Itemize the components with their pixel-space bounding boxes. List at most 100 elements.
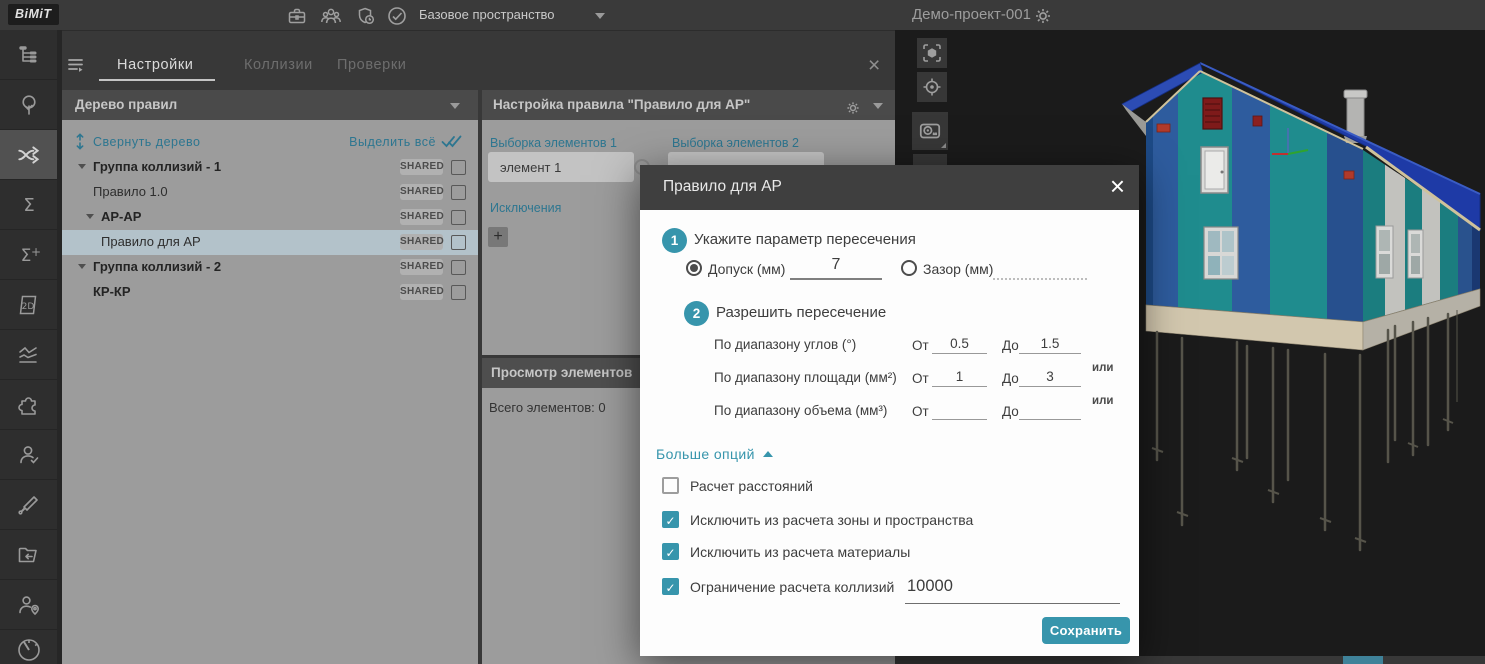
range-area-label: По диапазону площади (мм²) <box>714 370 897 385</box>
tree-row-selected[interactable]: Правило для АР SHARED <box>62 230 478 255</box>
left-toolbar: Σ Σ + 2D <box>0 30 57 664</box>
gear-icon <box>1036 8 1050 23</box>
dialog-title: Правило для АР <box>663 178 782 195</box>
caret-down-icon[interactable] <box>86 214 94 219</box>
team-button[interactable] <box>318 3 344 28</box>
shared-badge: SHARED <box>400 159 444 175</box>
tab-settings[interactable]: Настройки <box>117 57 194 73</box>
workspace-selector[interactable]: Базовое пространство <box>419 7 555 22</box>
limit-checkbox[interactable]: ✓ <box>662 578 679 595</box>
row-checkbox[interactable] <box>451 160 466 175</box>
tree-panel-header[interactable]: Дерево правил <box>62 90 478 120</box>
row-checkbox[interactable] <box>451 260 466 275</box>
sidebar-item-sum-add[interactable]: Σ + <box>0 230 57 279</box>
top-bar: BiMiT Базовое пространство <box>0 0 1485 31</box>
sidebar-item-collisions[interactable] <box>0 130 57 179</box>
focus-target-button[interactable] <box>917 72 947 102</box>
sidebar-item-model-tree[interactable] <box>0 30 57 79</box>
chart-lines-icon <box>18 346 37 363</box>
sidebar-item-user-location[interactable] <box>0 580 57 629</box>
dialog-header[interactable]: Правило для АР × <box>640 165 1139 210</box>
sidebar-item-plugins[interactable] <box>0 380 57 429</box>
active-tab-underline <box>99 79 215 81</box>
viewport-scrollbar[interactable] <box>895 656 1485 664</box>
selection1-input[interactable] <box>488 152 634 182</box>
row-checkbox[interactable] <box>451 285 466 300</box>
project-settings-button[interactable] <box>1030 3 1056 28</box>
next-tool-button[interactable] <box>913 154 947 165</box>
save-button[interactable]: Сохранить <box>1042 617 1130 644</box>
caret-down-icon[interactable] <box>78 264 86 269</box>
dialog-close-icon[interactable]: × <box>1109 171 1125 201</box>
limit-input[interactable] <box>905 571 1120 604</box>
sidebar-item-export[interactable] <box>0 530 57 579</box>
tab-checks[interactable]: Проверки <box>337 57 407 73</box>
volume-to-input[interactable] <box>1019 399 1081 420</box>
security-button[interactable] <box>353 3 379 28</box>
rule-settings-gear-icon[interactable] <box>845 97 861 127</box>
measure-button[interactable] <box>912 112 948 150</box>
rule-panel-header[interactable]: Настройка правила "Правило для АР" <box>482 90 895 120</box>
collapse-tree-link[interactable]: Свернуть дерево <box>93 135 201 149</box>
sidebar-item-tools[interactable] <box>0 480 57 529</box>
projects-button[interactable] <box>284 3 310 28</box>
sidebar-item-charts[interactable] <box>0 330 57 379</box>
distances-checkbox[interactable] <box>662 477 679 494</box>
or-label: или <box>1092 362 1114 374</box>
tape-measure-icon <box>919 123 941 139</box>
more-options-label: Больше опций <box>656 446 755 462</box>
tree-panel-body: Свернуть дерево Выделить всё Группа колл… <box>62 120 478 664</box>
caret-down-icon[interactable] <box>78 164 86 169</box>
viewport-scrollbar-thumb[interactable] <box>1343 656 1383 664</box>
sidebar-item-sum[interactable]: Σ <box>0 180 57 229</box>
select-all-check-icon[interactable] <box>441 134 462 154</box>
sidebar-item-environment[interactable] <box>0 80 57 129</box>
add-exclusion-button[interactable]: + <box>488 227 508 247</box>
select-all-link[interactable]: Выделить всё <box>349 135 436 149</box>
tree-row[interactable]: Группа коллизий - 1 SHARED <box>62 155 478 180</box>
shared-badge: SHARED <box>400 209 444 225</box>
puzzle-icon <box>17 396 36 415</box>
angles-to-input[interactable] <box>1019 333 1081 354</box>
tolerance-radio[interactable] <box>686 260 702 276</box>
collapse-arrow-icon <box>762 451 773 457</box>
tree-row[interactable]: АР-АР SHARED <box>62 205 478 230</box>
tab-collisions[interactable]: Коллизии <box>244 57 313 73</box>
fit-view-button[interactable] <box>917 38 947 68</box>
area-from-input[interactable] <box>932 366 987 387</box>
volume-from-input[interactable] <box>932 399 987 420</box>
to-label: До <box>1002 338 1019 353</box>
validate-button[interactable] <box>384 3 410 28</box>
panel-menu-button[interactable] <box>66 55 86 80</box>
exclude-materials-checkbox[interactable]: ✓ <box>662 543 679 560</box>
workspace-caret-icon[interactable] <box>595 13 605 19</box>
gap-radio[interactable] <box>901 260 917 276</box>
gap-input[interactable] <box>993 252 1087 280</box>
sidebar-item-user-check[interactable] <box>0 430 57 479</box>
area-to-input[interactable] <box>1019 366 1081 387</box>
project-title: Демо-проект-001 <box>912 6 1031 23</box>
sidebar-item-2d-view[interactable]: 2D <box>0 280 57 329</box>
shared-badge: SHARED <box>400 184 444 200</box>
angles-from-input[interactable] <box>932 333 987 354</box>
row-checkbox[interactable] <box>451 185 466 200</box>
row-checkbox[interactable] <box>451 235 466 250</box>
tree-panel-caret-icon[interactable] <box>450 103 460 109</box>
gap-label: Зазор (мм) <box>923 261 994 277</box>
rule-panel-caret-icon[interactable] <box>873 103 883 109</box>
row-checkbox[interactable] <box>451 210 466 225</box>
tolerance-input[interactable] <box>790 252 882 280</box>
more-options-link[interactable]: Больше опций <box>656 446 773 462</box>
exclude-zones-checkbox[interactable]: ✓ <box>662 511 679 528</box>
sidebar-item-dashboard[interactable] <box>0 630 57 664</box>
collapse-tree-icon[interactable] <box>74 133 86 155</box>
tree-row[interactable]: Правило 1.0 SHARED <box>62 180 478 205</box>
from-label: От <box>912 404 929 419</box>
tree-row[interactable]: КР-КР SHARED <box>62 280 478 305</box>
check-circle-icon <box>388 6 406 25</box>
panel-close-icon[interactable]: × <box>868 54 881 77</box>
tree-row[interactable]: Группа коллизий - 2 SHARED <box>62 255 478 280</box>
fit-view-icon <box>923 44 941 62</box>
rule-dialog: Правило для АР × 1 Укажите параметр пере… <box>640 165 1139 656</box>
svg-text:Σ: Σ <box>23 195 34 216</box>
